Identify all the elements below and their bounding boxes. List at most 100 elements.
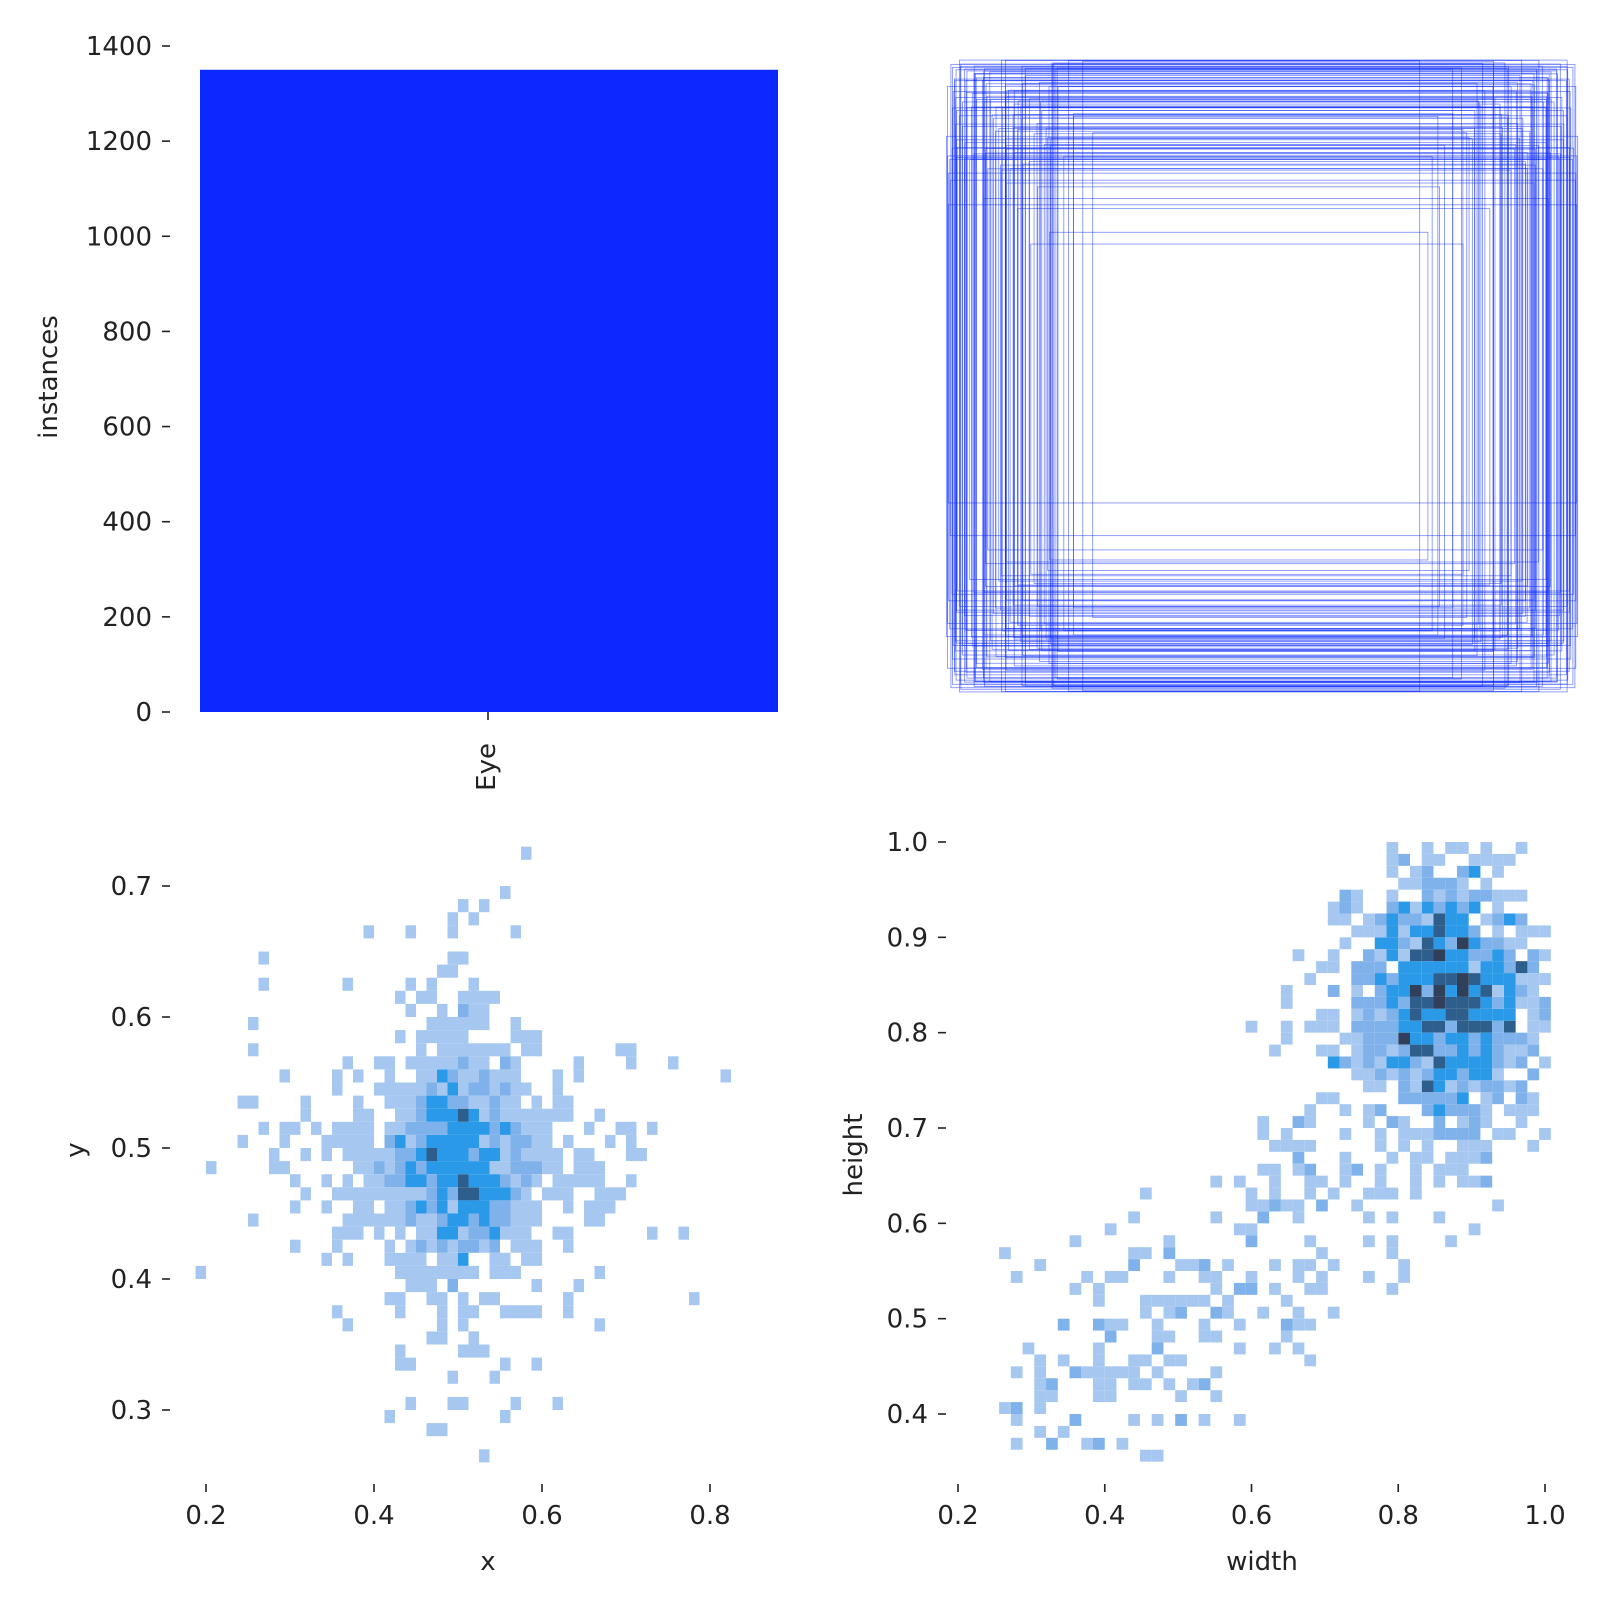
box-outline <box>1021 117 1508 636</box>
xy-heatmap-cell <box>510 1396 521 1410</box>
wh-heatmap-cell <box>1492 1020 1504 1033</box>
wh-heatmap-cell <box>1433 913 1446 926</box>
xy-heatmap-cell <box>300 1108 311 1122</box>
xy-heatmap-cell <box>437 1003 448 1017</box>
xy-heatmap-cell <box>510 1265 521 1279</box>
xy-heatmap-cell <box>552 1082 563 1096</box>
xy-heatmap-cell <box>458 899 469 913</box>
wh-heatmap-cell <box>1433 985 1446 997</box>
wh-heatmap-cell <box>1480 1044 1493 1057</box>
wh-heatmap-cell <box>1480 842 1493 854</box>
xy-heatmap-cell <box>426 1187 437 1201</box>
xy-heatmap-cell <box>374 1082 385 1096</box>
xy-heatmap-cell <box>395 1200 406 1214</box>
wh-heatmap-cell <box>1527 973 1540 985</box>
box-outline <box>987 168 1544 551</box>
xy-heatmap-cell <box>311 1121 322 1135</box>
wh-heatmap-cell <box>1492 1068 1504 1081</box>
xy-heatmap-cell <box>458 990 469 1004</box>
xy-heatmap-cell <box>342 1213 353 1227</box>
wh-heatmap-cell <box>1456 949 1469 962</box>
wh-heatmap-cell <box>1175 1390 1187 1403</box>
wh-heatmap-cell <box>1456 937 1469 950</box>
wh-heatmap-cell <box>1175 1354 1187 1367</box>
wh-heatmap-cell <box>1456 925 1469 938</box>
xy-heatmap-cell <box>510 1134 521 1148</box>
wh-heatmap-cell <box>1269 1199 1281 1212</box>
wh-heatmap-cell <box>1445 889 1457 902</box>
wh-heatmap-cell <box>1492 1056 1504 1069</box>
wh-heatmap-cell <box>1492 1092 1504 1105</box>
wh-heatmap-cell <box>1363 1068 1375 1081</box>
xy-heatmap-cell <box>521 1174 532 1188</box>
bar-y-tick-label: 200 <box>102 603 152 633</box>
wh-heatmap-cell <box>1316 1008 1328 1021</box>
xy-heatmap-cell <box>510 1239 521 1253</box>
xy-heatmap-cell <box>647 1121 658 1135</box>
xy-heatmap-cell <box>374 1174 385 1188</box>
wh-heatmap-cell <box>1515 913 1528 926</box>
wh-heatmap-cell <box>1503 913 1516 926</box>
wh-heatmap-cell <box>1468 853 1481 866</box>
xy-heatmap-cell <box>500 1252 511 1266</box>
box-outline <box>950 63 1576 689</box>
box-outline <box>1013 152 1529 587</box>
wh-heatmap-cell <box>1128 1378 1140 1391</box>
wh-heatmap-cell <box>1398 925 1410 938</box>
wh-heatmap-cell <box>1456 1092 1469 1105</box>
xy-heatmap-cell <box>416 1121 427 1135</box>
wh-heatmap-cell <box>1386 973 1399 985</box>
wh-heatmap-cell <box>1480 877 1493 890</box>
xy-heatmap-cell <box>563 1305 574 1319</box>
xy-heatmap-cell <box>468 1069 479 1083</box>
wh-heatmap-cell <box>1527 1008 1540 1021</box>
wh-heatmap-cell <box>1409 913 1422 926</box>
xy-heatmap-cell <box>384 1121 395 1135</box>
xy-heatmap-cell <box>447 1200 458 1214</box>
wh-heatmap-cell <box>1456 901 1469 914</box>
wh-heatmap-cell <box>1456 1163 1469 1176</box>
wh-heatmap-cell <box>1480 1056 1493 1069</box>
wh-heatmap-cell <box>1257 1199 1270 1212</box>
wh-heatmap-cell <box>1433 1128 1446 1140</box>
box-outline <box>966 155 1560 631</box>
xy-heatmap-cell <box>332 1226 343 1240</box>
xy-heatmap-cell <box>353 1213 364 1227</box>
wh-heatmap-cell <box>1398 949 1410 962</box>
bar-y-ticks: 0 200 400 600 800 1000 1200 1400 <box>86 32 170 728</box>
xy-heatmap-cell <box>468 1200 479 1214</box>
xy-heatmap-cell <box>479 1344 490 1358</box>
wh-heatmap-cell <box>1492 865 1504 878</box>
xy-heatmap-cell <box>552 1069 563 1083</box>
wh-heatmap-cell <box>1081 1437 1094 1450</box>
xy-heatmap-cell <box>510 1095 521 1109</box>
wh-heatmap-cell <box>1316 961 1328 974</box>
wh-heatmap-cell <box>1421 1032 1434 1045</box>
xy-heatmap-cell <box>720 1069 731 1083</box>
xy-heatmap-cell <box>552 1108 563 1122</box>
wh-heatmap-cell <box>1421 925 1434 938</box>
xy-heatmap-cell <box>206 1161 217 1175</box>
wh-heatmap-cell <box>1421 973 1434 985</box>
wh-heatmap-cell <box>1304 1139 1317 1152</box>
xy-heatmap-cell <box>468 1265 479 1279</box>
xy-y-tick-label: 0.3 <box>111 1396 152 1426</box>
xy-heatmap-cell <box>426 1082 437 1096</box>
wh-heatmap-cell <box>1374 996 1387 1009</box>
wh-heatmap-cell <box>1527 1020 1540 1033</box>
wh-heatmap-cell <box>1198 1294 1211 1307</box>
wh-heatmap-cell <box>1363 949 1375 962</box>
xy-heatmap-cell <box>447 1226 458 1240</box>
wh-heatmap-cell <box>1445 1020 1457 1033</box>
wh-heatmap-cell <box>1233 1175 1246 1188</box>
xy-heatmap-cell <box>479 1121 490 1135</box>
wh-heatmap-cell <box>1480 961 1493 974</box>
wh-heatmap-cell <box>1503 889 1516 902</box>
wh-heatmap-cell <box>1409 877 1422 890</box>
xy-heatmap-cell <box>332 1187 343 1201</box>
xy-heatmap-cell <box>531 1357 542 1371</box>
wh-heatmap-cell <box>1093 1282 1105 1295</box>
xy-heatmap-cell <box>426 1331 437 1345</box>
wh-heatmap-cell <box>1304 1104 1317 1117</box>
box-outline <box>1049 231 1429 561</box>
